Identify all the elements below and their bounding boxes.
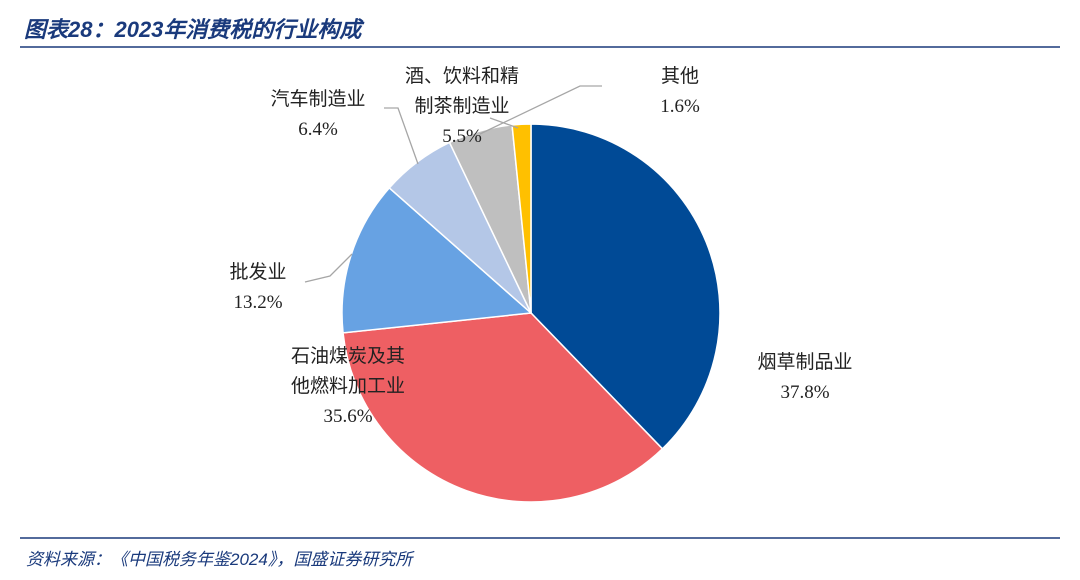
pie-slice: [342, 312, 664, 503]
slice-label: 酒、饮料和精制茶制造业 5.5%: [399, 62, 525, 152]
value-label: 35.6%: [323, 406, 373, 427]
value-label: 37.8%: [780, 382, 830, 403]
leader-line: [384, 107, 419, 165]
category-label: 批发业: [229, 262, 287, 283]
value-label: 6.4%: [298, 119, 338, 140]
pie-slice: [511, 123, 532, 314]
leader-line: [304, 253, 353, 283]
category-label: 石油煤炭及其他燃料加工业: [290, 346, 405, 397]
source-note: 资料来源：《中国税务年鉴2024》，国盛证券研究所: [26, 550, 413, 569]
pie: [341, 123, 721, 503]
leader-line: [479, 85, 602, 135]
value-label: 1.6%: [660, 96, 700, 117]
leader-lines: [304, 85, 602, 283]
slice-label: 其他 1.6%: [617, 62, 743, 122]
pie-slice: [530, 123, 721, 450]
category-label: 酒、饮料和精制茶制造业: [404, 66, 519, 117]
slice-label: 烟草制品业 37.8%: [742, 348, 868, 408]
value-label: 13.2%: [233, 292, 283, 313]
category-label: 汽车制造业: [270, 89, 366, 110]
category-label: 其他: [660, 66, 699, 87]
value-label: 5.5%: [442, 126, 482, 147]
category-label: 烟草制品业: [757, 352, 853, 373]
slice-label: 批发业 13.2%: [195, 258, 321, 318]
slice-label: 石油煤炭及其他燃料加工业 35.6%: [285, 342, 411, 432]
chart-title: 图表28：2023年消费税的行业构成: [24, 17, 362, 42]
slice-label: 汽车制造业 6.4%: [255, 85, 381, 145]
